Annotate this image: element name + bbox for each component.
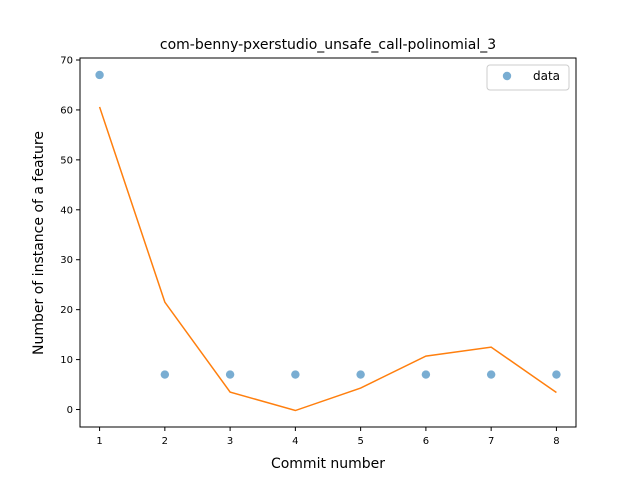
legend-marker: [502, 71, 512, 81]
y-tick-label: 60: [60, 105, 73, 116]
x-tick-label: 8: [553, 436, 559, 447]
x-tick-label: 5: [357, 436, 363, 447]
data-point: [356, 370, 365, 379]
y-axis-label: Number of instance of a feature: [31, 131, 47, 355]
data-point: [291, 370, 300, 379]
y-tick-label: 50: [60, 155, 73, 166]
y-tick-label: 30: [60, 255, 73, 266]
data-point: [421, 370, 431, 379]
legend: data: [486, 64, 570, 91]
y-tick-label: 70: [60, 55, 73, 66]
y-tick-label: 40: [60, 205, 73, 216]
x-tick-label: 3: [227, 436, 233, 447]
y-tick-label: 10: [60, 355, 73, 366]
x-tick-label: 1: [96, 436, 102, 447]
y-tick-label: 0: [67, 405, 73, 416]
x-tick-label: 2: [162, 436, 168, 447]
x-tick-label: 6: [423, 436, 429, 447]
axes-frame: [79, 57, 577, 428]
x-tick-label: 4: [292, 436, 298, 447]
x-tick-label: 7: [488, 436, 494, 447]
data-point: [95, 70, 104, 80]
x-axis: 1 2 3 4 5 6 7 8: [96, 427, 560, 447]
data-point: [552, 370, 561, 379]
legend-box: [486, 64, 570, 91]
data-point: [486, 370, 496, 379]
legend-label: data: [533, 69, 560, 83]
data-point: [160, 370, 170, 379]
plot-area: [95, 70, 561, 412]
y-tick-label: 20: [60, 305, 73, 316]
x-axis-label: Commit number: [271, 456, 385, 472]
y-axis: 0 10 20 30 40 50 60 70: [60, 55, 80, 416]
data-point: [225, 370, 235, 379]
chart-title: com-benny-pxerstudio_unsafe_call-polinom…: [160, 37, 496, 53]
fit-line: [98, 106, 557, 412]
